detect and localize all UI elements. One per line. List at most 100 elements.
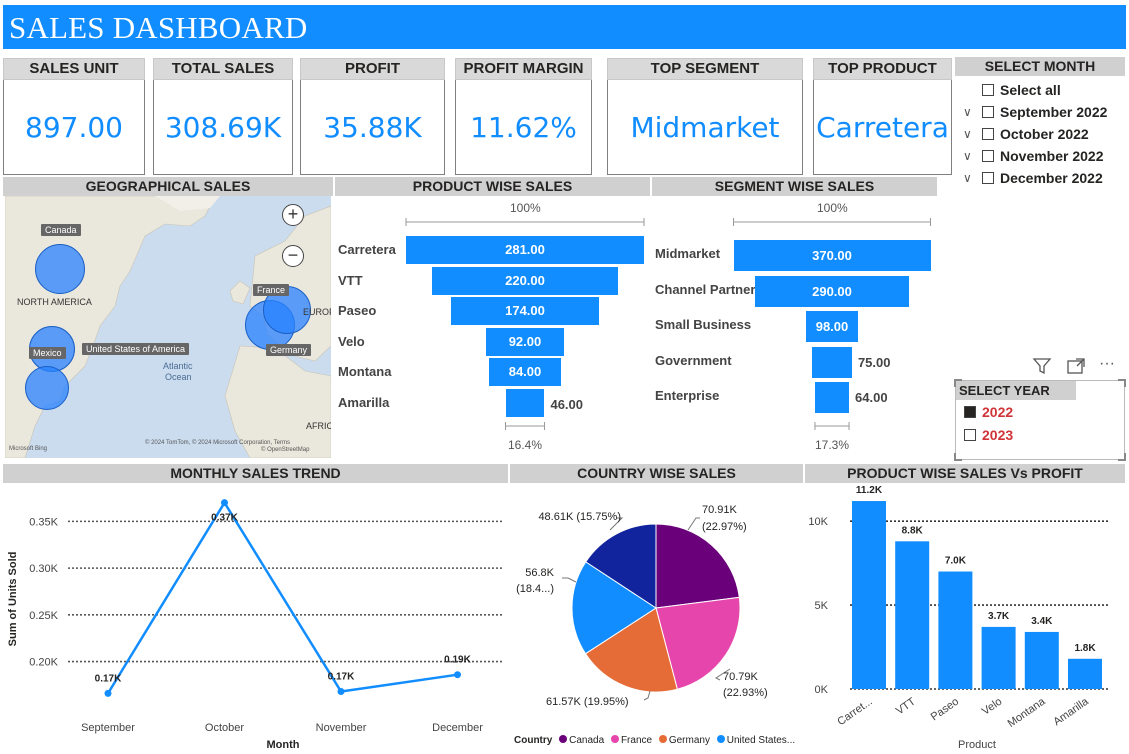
- pie-slice[interactable]: [585, 523, 657, 609]
- month-item-label: December 2022: [1000, 170, 1103, 186]
- bar[interactable]: [852, 501, 886, 689]
- slice-label: 48.61K (15.75%): [538, 511, 621, 523]
- resize-handle[interactable]: [954, 453, 962, 461]
- pie-slice[interactable]: [655, 596, 741, 690]
- kpi-profit: PROFIT 35.88K: [300, 58, 445, 175]
- month-item-label: October 2022: [1000, 126, 1089, 142]
- year-slicer-title: SELECT YEAR: [956, 381, 1076, 400]
- funnel-value-label: 46.00: [550, 396, 584, 412]
- kpi-label: TOTAL SALES: [153, 58, 293, 80]
- focus-mode-icon[interactable]: [1066, 356, 1086, 376]
- chevron-down-icon[interactable]: ∨: [963, 105, 972, 119]
- legend-dot: [559, 735, 568, 743]
- legend-item-usa[interactable]: United States...: [726, 735, 796, 746]
- bar[interactable]: [895, 541, 930, 689]
- checkbox-icon[interactable]: [982, 84, 994, 96]
- resize-handle[interactable]: [954, 379, 962, 387]
- resize-handle[interactable]: [1118, 379, 1126, 387]
- checkbox-icon[interactable]: [982, 106, 994, 118]
- legend-item-france[interactable]: France: [620, 735, 653, 746]
- map-bubble-canada[interactable]: [35, 244, 85, 294]
- y-tick-label: 10K: [808, 516, 828, 528]
- map-label-france: France: [253, 284, 290, 296]
- month-item-december[interactable]: December 2022: [982, 170, 1103, 186]
- kpi-label: SALES UNIT: [3, 58, 145, 80]
- map-label-ocean: Ocean: [165, 372, 192, 382]
- year-item-2023[interactable]: 2023: [964, 427, 1013, 443]
- funnel-bar[interactable]: 281.00: [406, 236, 644, 264]
- segment-section-title: SEGMENT WISE SALES: [652, 177, 937, 196]
- data-point[interactable]: [221, 499, 228, 507]
- funnel-category-label: Velo: [338, 333, 365, 349]
- funnel-bar[interactable]: 290.00: [754, 275, 910, 307]
- filter-icon[interactable]: [1032, 356, 1052, 376]
- month-item-october[interactable]: October 2022: [982, 126, 1089, 142]
- zoom-in-button[interactable]: +: [282, 204, 304, 226]
- month-item-september[interactable]: September 2022: [982, 104, 1107, 120]
- more-options-icon[interactable]: ···: [1099, 355, 1115, 372]
- data-point[interactable]: [104, 689, 112, 697]
- year-slicer: SELECT YEAR 2022 2023: [954, 379, 1126, 461]
- chevron-down-icon[interactable]: ∨: [963, 127, 972, 141]
- kpi-value: Carretera: [816, 111, 949, 144]
- kpi-total-sales: TOTAL SALES 308.69K: [153, 58, 293, 175]
- funnel-bar[interactable]: [814, 382, 850, 413]
- checkbox-icon[interactable]: [982, 172, 994, 184]
- x-tick-label: September: [81, 722, 135, 734]
- geo-map[interactable]: Canada NORTH AMERICA Mexico United State…: [5, 196, 331, 458]
- leader-line: [714, 668, 731, 681]
- legend-item-germany[interactable]: Germany: [668, 735, 710, 746]
- bar[interactable]: [981, 626, 1016, 689]
- kpi-label: PROFIT MARGIN: [455, 58, 592, 80]
- bar[interactable]: [1024, 631, 1059, 689]
- month-select-all-label: Select all: [1000, 82, 1061, 98]
- funnel-category-label: Paseo: [338, 303, 377, 318]
- data-point[interactable]: [337, 688, 345, 696]
- funnel-bar[interactable]: 92.00: [486, 327, 564, 356]
- funnel-top-percent: 100%: [817, 201, 848, 215]
- slice-label: (22.97%): [702, 521, 747, 533]
- bar[interactable]: [938, 571, 973, 689]
- map-attribution[interactable]: © 2024 TomTom, © 2024 Microsoft Corporat…: [145, 440, 291, 446]
- legend-dot: [658, 735, 667, 743]
- slice-label: 70.91K: [702, 504, 738, 516]
- map-attribution-osm[interactable]: © OpenStreetMap: [261, 447, 310, 453]
- product-section-title: PRODUCT WISE SALES: [335, 177, 650, 196]
- checkbox-checked-icon[interactable]: [964, 406, 976, 418]
- funnel-bar[interactable]: 370.00: [733, 240, 931, 271]
- funnel-category-label: VTT: [338, 272, 363, 288]
- checkbox-icon[interactable]: [964, 429, 976, 441]
- product-vs-profit-chart: 0K 5K 10K 11.2K Carret... 8.8K VTT 7.0K Paseo 3.7…: [808, 485, 1110, 751]
- checkbox-icon[interactable]: [982, 150, 994, 162]
- funnel-bar[interactable]: 220.00: [431, 266, 619, 295]
- bar[interactable]: [1068, 658, 1102, 689]
- funnel-bar[interactable]: 98.00: [805, 311, 859, 342]
- data-point[interactable]: [454, 671, 461, 679]
- chevron-down-icon[interactable]: ∨: [963, 149, 972, 163]
- resize-handle[interactable]: [1118, 453, 1126, 461]
- month-item-november[interactable]: November 2022: [982, 148, 1104, 164]
- chevron-down-icon[interactable]: ∨: [963, 171, 972, 185]
- pie-slice[interactable]: [584, 607, 678, 693]
- funnel-bar[interactable]: [812, 346, 852, 378]
- segment-funnel-chart: 100% 17.3% Midmarket 370.00 Channel Partners…: [652, 196, 937, 461]
- pie-slice[interactable]: [655, 523, 740, 609]
- map-bubble-mexico[interactable]: [25, 366, 69, 410]
- month-select-all[interactable]: Select all: [982, 82, 1061, 98]
- funnel-bar[interactable]: 84.00: [489, 358, 561, 386]
- funnel-category-label: Midmarket: [655, 246, 721, 261]
- funnel-bar[interactable]: 174.00: [451, 297, 599, 325]
- checkbox-icon[interactable]: [982, 128, 994, 140]
- legend-dot: [716, 735, 725, 743]
- kpi-label: TOP PRODUCT: [813, 58, 952, 80]
- title-bar: SALES DASHBOARD: [3, 5, 1126, 49]
- data-label: 3.4K: [1031, 616, 1053, 627]
- legend-item-canada[interactable]: Canada: [569, 735, 605, 746]
- pie-slice[interactable]: [571, 561, 657, 655]
- zoom-out-button[interactable]: −: [282, 245, 304, 267]
- data-label: 8.8K: [902, 525, 924, 536]
- year-item-2022[interactable]: 2022: [964, 404, 1013, 420]
- funnel-bar[interactable]: [505, 388, 545, 417]
- y-tick-label: 0.20K: [29, 657, 58, 669]
- kpi-value: 35.88K: [323, 111, 422, 144]
